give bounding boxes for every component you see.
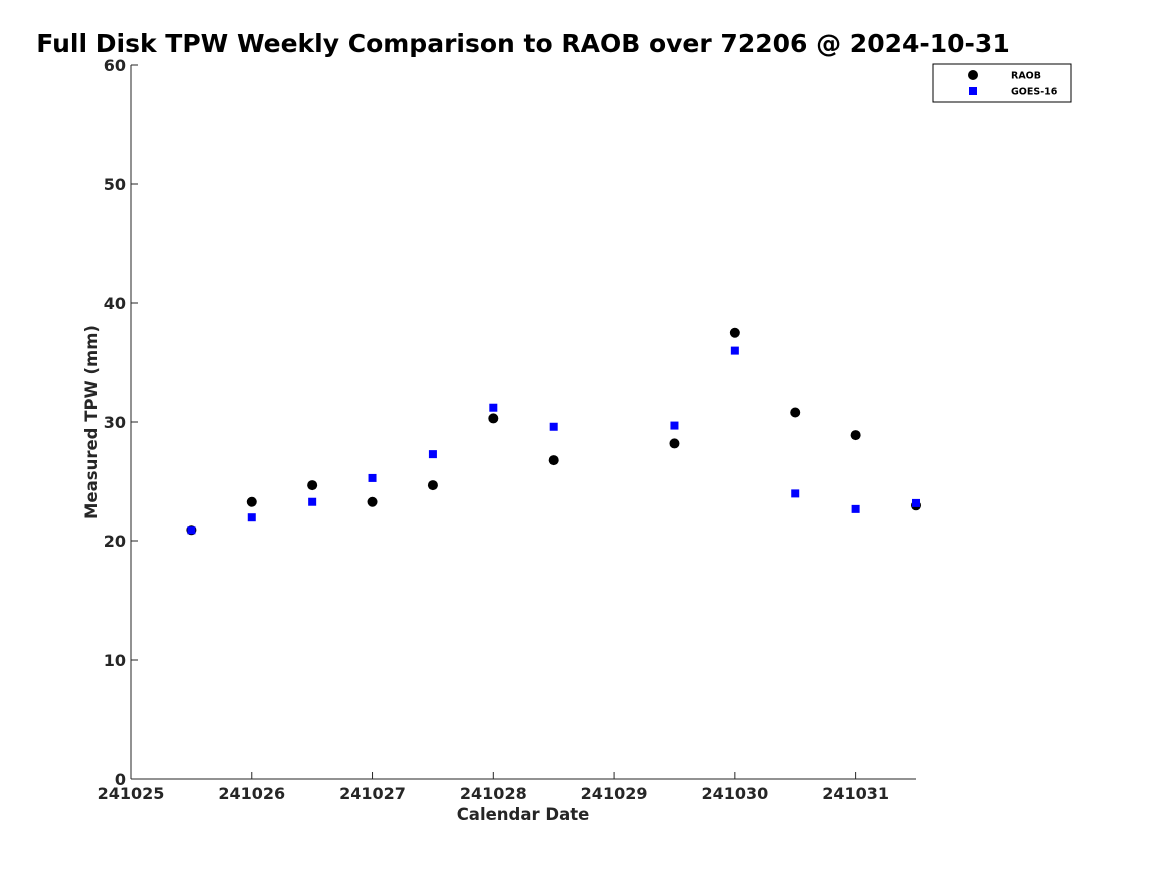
y-tick-label: 40 <box>104 294 126 313</box>
legend-goes16-label: GOES-16 <box>1011 87 1058 98</box>
x-axis-label: Calendar Date <box>457 805 590 824</box>
y-tick-label: 60 <box>104 56 126 75</box>
y-axis-label: Measured TPW (mm) <box>82 325 101 519</box>
x-tick-label: 241029 <box>581 784 648 803</box>
raob-point <box>367 496 378 507</box>
y-tick-label: 30 <box>104 413 126 432</box>
legend-raob-marker <box>968 70 978 80</box>
goes16-point <box>670 421 679 430</box>
raob-point <box>427 480 438 491</box>
x-tick-label: 241025 <box>98 784 165 803</box>
raob-point <box>246 496 257 507</box>
raob-point <box>669 438 680 449</box>
x-tick-label: 241028 <box>460 784 527 803</box>
legend-raob-label: RAOB <box>1011 71 1041 82</box>
x-tick-label: 241030 <box>701 784 768 803</box>
raob-point <box>729 327 740 338</box>
goes16-point <box>308 497 317 506</box>
series-goes-16 <box>187 346 920 535</box>
goes16-point <box>428 450 437 459</box>
y-tick-label: 20 <box>104 532 126 551</box>
goes16-point <box>489 403 498 412</box>
x-tick-label: 241031 <box>822 784 889 803</box>
goes16-point <box>549 422 558 431</box>
goes16-point <box>730 346 739 355</box>
data-series <box>186 327 921 536</box>
raob-point <box>548 455 559 466</box>
goes16-point <box>187 526 196 535</box>
legend-box <box>932 63 1072 103</box>
chart-title: Full Disk TPW Weekly Comparison to RAOB … <box>36 29 1009 58</box>
goes16-point <box>247 513 256 522</box>
y-tick-label: 0 <box>115 770 126 789</box>
y-axis-ticks: 0 10 20 30 40 50 60 <box>104 56 138 789</box>
raob-point <box>488 413 499 424</box>
legend: RAOB GOES-16 <box>932 63 1072 103</box>
y-tick-label: 50 <box>104 175 126 194</box>
legend-goes16-marker <box>969 87 977 95</box>
goes16-point <box>368 473 377 482</box>
goes16-point <box>912 498 920 507</box>
raob-point <box>850 430 861 441</box>
x-axis-ticks: 241025 241026 241027 241028 241029 241030 2410… <box>98 772 889 803</box>
y-tick-label: 10 <box>104 651 126 670</box>
x-tick-label: 241027 <box>339 784 406 803</box>
goes16-point <box>791 489 800 498</box>
x-tick-label: 241026 <box>218 784 285 803</box>
raob-point <box>307 480 318 491</box>
goes16-point <box>851 504 860 513</box>
raob-point <box>790 407 801 418</box>
